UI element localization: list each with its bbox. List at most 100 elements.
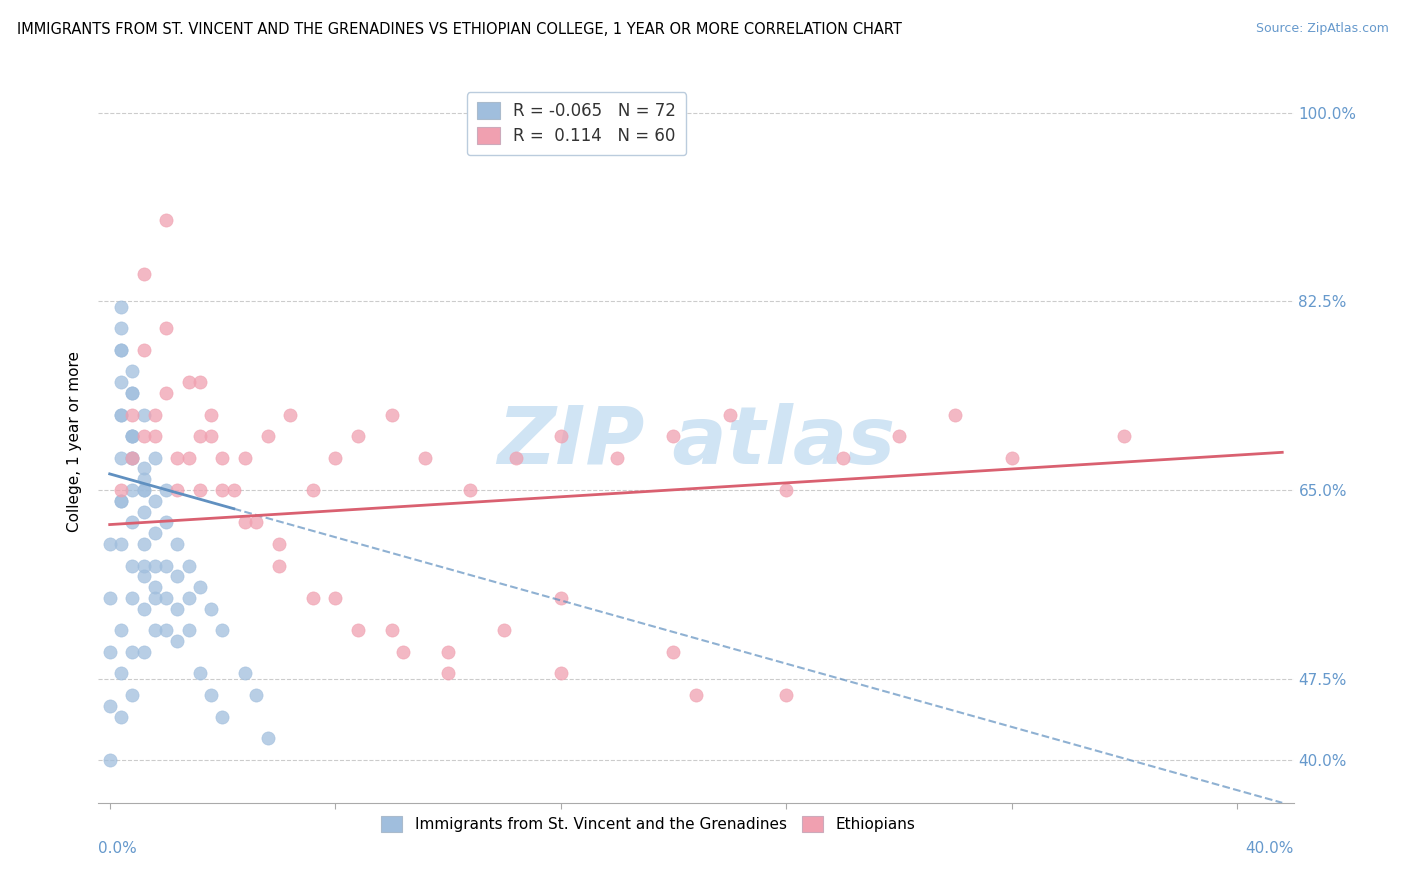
Point xyxy=(550,666,572,681)
Point xyxy=(121,516,143,530)
Point xyxy=(211,624,233,638)
Point xyxy=(121,483,143,497)
Point xyxy=(98,753,121,767)
Point xyxy=(166,634,188,648)
Text: Source: ZipAtlas.com: Source: ZipAtlas.com xyxy=(1256,22,1389,36)
Point xyxy=(267,537,290,551)
Point xyxy=(110,624,132,638)
Point xyxy=(132,505,155,519)
Legend: Immigrants from St. Vincent and the Grenadines, Ethiopians: Immigrants from St. Vincent and the Gren… xyxy=(375,810,921,838)
Point xyxy=(143,580,166,594)
Point xyxy=(121,364,143,378)
Y-axis label: College, 1 year or more: College, 1 year or more xyxy=(67,351,83,532)
Point xyxy=(155,558,177,573)
Point xyxy=(188,666,211,681)
Point xyxy=(110,343,132,357)
Point xyxy=(166,450,188,465)
Point xyxy=(110,300,132,314)
Point xyxy=(346,429,368,443)
Point xyxy=(155,516,177,530)
Point xyxy=(256,429,278,443)
Point xyxy=(132,645,155,659)
Point xyxy=(155,624,177,638)
Point xyxy=(155,483,177,497)
Point xyxy=(121,429,143,443)
Point xyxy=(110,321,132,335)
Point xyxy=(132,601,155,615)
Point xyxy=(132,483,155,497)
Point xyxy=(505,450,527,465)
Point xyxy=(685,688,707,702)
Point xyxy=(110,709,132,723)
Point xyxy=(143,591,166,605)
Point xyxy=(662,429,685,443)
Point xyxy=(200,408,222,422)
Point xyxy=(143,493,166,508)
Point xyxy=(200,688,222,702)
Point xyxy=(775,483,797,497)
Point xyxy=(132,343,155,357)
Point xyxy=(177,624,200,638)
Point xyxy=(550,591,572,605)
Point xyxy=(380,408,402,422)
Point xyxy=(233,666,256,681)
Point xyxy=(155,213,177,227)
Point xyxy=(392,645,415,659)
Point xyxy=(98,698,121,713)
Point xyxy=(301,591,323,605)
Point xyxy=(718,408,741,422)
Point xyxy=(132,483,155,497)
Point xyxy=(831,450,853,465)
Point xyxy=(110,408,132,422)
Point xyxy=(110,537,132,551)
Text: IMMIGRANTS FROM ST. VINCENT AND THE GRENADINES VS ETHIOPIAN COLLEGE, 1 YEAR OR M: IMMIGRANTS FROM ST. VINCENT AND THE GREN… xyxy=(17,22,901,37)
Point xyxy=(121,386,143,401)
Point xyxy=(1001,450,1024,465)
Point xyxy=(460,483,482,497)
Point xyxy=(121,429,143,443)
Point xyxy=(166,569,188,583)
Point xyxy=(110,493,132,508)
Point xyxy=(166,601,188,615)
Point xyxy=(323,450,346,465)
Point xyxy=(245,516,267,530)
Point xyxy=(188,376,211,390)
Point xyxy=(143,408,166,422)
Point xyxy=(110,408,132,422)
Point xyxy=(132,429,155,443)
Point xyxy=(188,429,211,443)
Point xyxy=(98,591,121,605)
Point xyxy=(245,688,267,702)
Point xyxy=(143,429,166,443)
Point xyxy=(301,483,323,497)
Point xyxy=(121,645,143,659)
Text: ZIP atlas: ZIP atlas xyxy=(496,402,896,481)
Point xyxy=(278,408,301,422)
Point xyxy=(346,624,368,638)
Point xyxy=(132,472,155,486)
Point xyxy=(121,408,143,422)
Point xyxy=(200,429,222,443)
Point xyxy=(415,450,437,465)
Point xyxy=(110,376,132,390)
Point xyxy=(887,429,910,443)
Point xyxy=(662,645,685,659)
Point xyxy=(110,493,132,508)
Point xyxy=(121,429,143,443)
Point xyxy=(188,483,211,497)
Point xyxy=(121,450,143,465)
Text: 0.0%: 0.0% xyxy=(98,840,138,855)
Point xyxy=(110,483,132,497)
Point xyxy=(211,483,233,497)
Point xyxy=(155,321,177,335)
Point xyxy=(143,558,166,573)
Point xyxy=(110,343,132,357)
Point xyxy=(110,666,132,681)
Point xyxy=(233,516,256,530)
Point xyxy=(98,645,121,659)
Point xyxy=(110,450,132,465)
Point xyxy=(132,408,155,422)
Point xyxy=(143,526,166,541)
Point xyxy=(550,429,572,443)
Point xyxy=(222,483,245,497)
